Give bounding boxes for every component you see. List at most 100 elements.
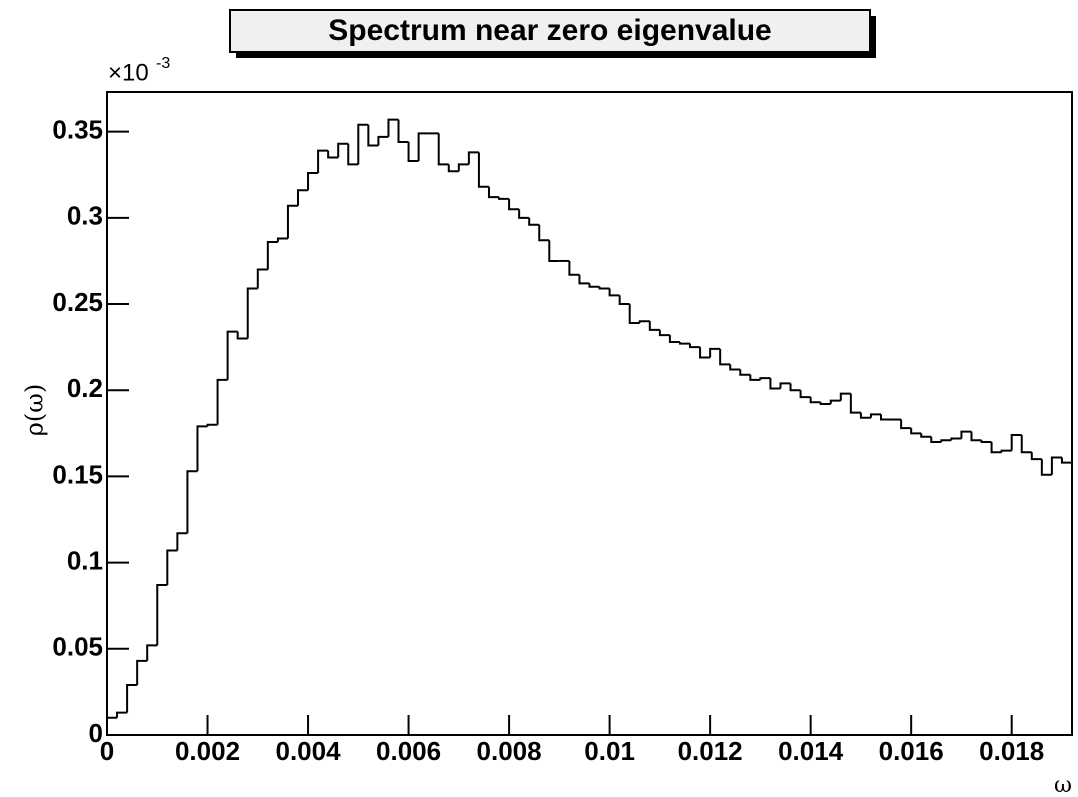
histogram-bin	[327, 150, 339, 159]
y-tick-label: 0.2	[67, 373, 103, 403]
histogram-bin	[407, 141, 419, 162]
histogram-bin	[699, 347, 711, 359]
y-tick-label: 0.05	[52, 632, 103, 662]
histogram-bin	[508, 198, 520, 211]
histogram-bin	[538, 224, 550, 242]
histogram-bin	[668, 335, 680, 343]
histogram-bin	[156, 584, 168, 646]
histogram-bin	[296, 189, 309, 206]
histogram-bin	[206, 423, 218, 427]
histogram-bin	[970, 431, 982, 442]
histogram-bin	[186, 470, 198, 534]
histogram-bin	[1010, 434, 1022, 451]
histogram-bin	[246, 287, 258, 339]
title-box	[229, 9, 871, 53]
histogram-bin	[518, 209, 530, 219]
histogram-bin	[839, 392, 851, 401]
histogram-bin	[910, 428, 922, 435]
histogram-bin	[528, 217, 540, 226]
x-tick-label: 0.012	[678, 736, 743, 766]
histogram-bin	[317, 149, 329, 174]
histogram-bin	[397, 119, 409, 143]
histogram-bin	[678, 341, 691, 345]
histogram-bin	[739, 369, 751, 376]
histogram-bin	[950, 437, 962, 441]
histogram-bin	[960, 430, 972, 439]
histogram-bin	[106, 716, 118, 735]
histogram-bin	[417, 132, 429, 161]
histogram-bin	[477, 152, 489, 188]
histogram-bin	[307, 172, 319, 191]
histogram-bin	[1030, 452, 1042, 461]
histogram-bin	[880, 414, 892, 421]
histogram-bin	[829, 399, 841, 405]
histogram-bin	[930, 436, 942, 443]
histogram-bin	[457, 163, 469, 172]
histogram-bin	[1000, 449, 1012, 453]
histogram-bin	[467, 151, 479, 165]
x-tick-label: 0.008	[477, 736, 542, 766]
y-tick-label: 0	[89, 718, 103, 748]
histogram-bin	[337, 142, 349, 158]
histogram-bin	[608, 288, 620, 297]
x-tick-label: 0.018	[979, 736, 1044, 766]
histogram-bin	[146, 644, 158, 661]
histogram-bin	[1050, 456, 1062, 475]
histogram-bin	[1040, 459, 1052, 476]
x-tick-label: 0	[100, 736, 114, 766]
histogram-bin	[980, 440, 992, 443]
histogram-bin	[226, 330, 238, 380]
y-axis-label: ρ(ω)	[21, 384, 49, 436]
histogram-bin	[719, 348, 731, 366]
histogram-bin	[799, 390, 811, 399]
histogram-bin	[869, 413, 882, 418]
x-tick-label: 0.006	[376, 736, 441, 766]
histogram-bin	[116, 711, 128, 718]
histogram-bin	[759, 377, 771, 380]
histogram-bin	[1020, 435, 1032, 454]
histogram-bin	[216, 378, 228, 425]
histogram-bin	[286, 204, 298, 239]
histogram-bin	[940, 439, 952, 442]
histogram-bin	[689, 343, 701, 349]
histogram-bin	[236, 331, 248, 340]
histogram-bin	[387, 118, 399, 137]
histogram-bin	[347, 143, 359, 166]
y-tick-label: 0.25	[52, 287, 103, 317]
histogram-bin	[357, 123, 369, 165]
histogram-bin	[849, 393, 861, 414]
histogram-bin	[598, 286, 610, 290]
histogram-bin	[367, 124, 379, 147]
x-tick-label: 0.016	[879, 736, 944, 766]
histogram-bin	[859, 412, 871, 419]
histogram-bin	[266, 240, 278, 270]
y-tick-label: 0.3	[67, 201, 103, 231]
x-axis-label: ω	[1054, 773, 1072, 797]
histogram-bin	[628, 304, 640, 324]
histogram-bin	[136, 659, 148, 686]
histogram-bin	[618, 295, 630, 306]
histogram-bin	[729, 364, 741, 371]
histogram-bin	[809, 397, 821, 404]
y-tick-label: 0.1	[67, 545, 103, 575]
histogram-bin	[638, 320, 650, 323]
chart-title: Spectrum near zero eigenvalue	[328, 14, 772, 47]
histogram-bin	[196, 425, 208, 472]
histogram-bin	[437, 133, 449, 166]
x-tick-label: 0.014	[778, 736, 844, 766]
x-tick-label: 0.004	[276, 736, 342, 766]
y-scale-exponent: -3	[156, 55, 170, 72]
x-tick-label: 0.002	[175, 736, 240, 766]
histogram-bin	[377, 135, 389, 146]
histogram-bin	[779, 382, 791, 389]
histogram-bin	[176, 532, 188, 551]
histogram-bin	[487, 186, 500, 199]
histogram-bin	[578, 274, 590, 285]
histogram-bin	[1060, 457, 1073, 735]
histogram-bin	[769, 378, 781, 390]
histogram-bin	[648, 321, 660, 331]
histogram-bin	[709, 347, 721, 358]
histogram-bin	[900, 419, 912, 430]
